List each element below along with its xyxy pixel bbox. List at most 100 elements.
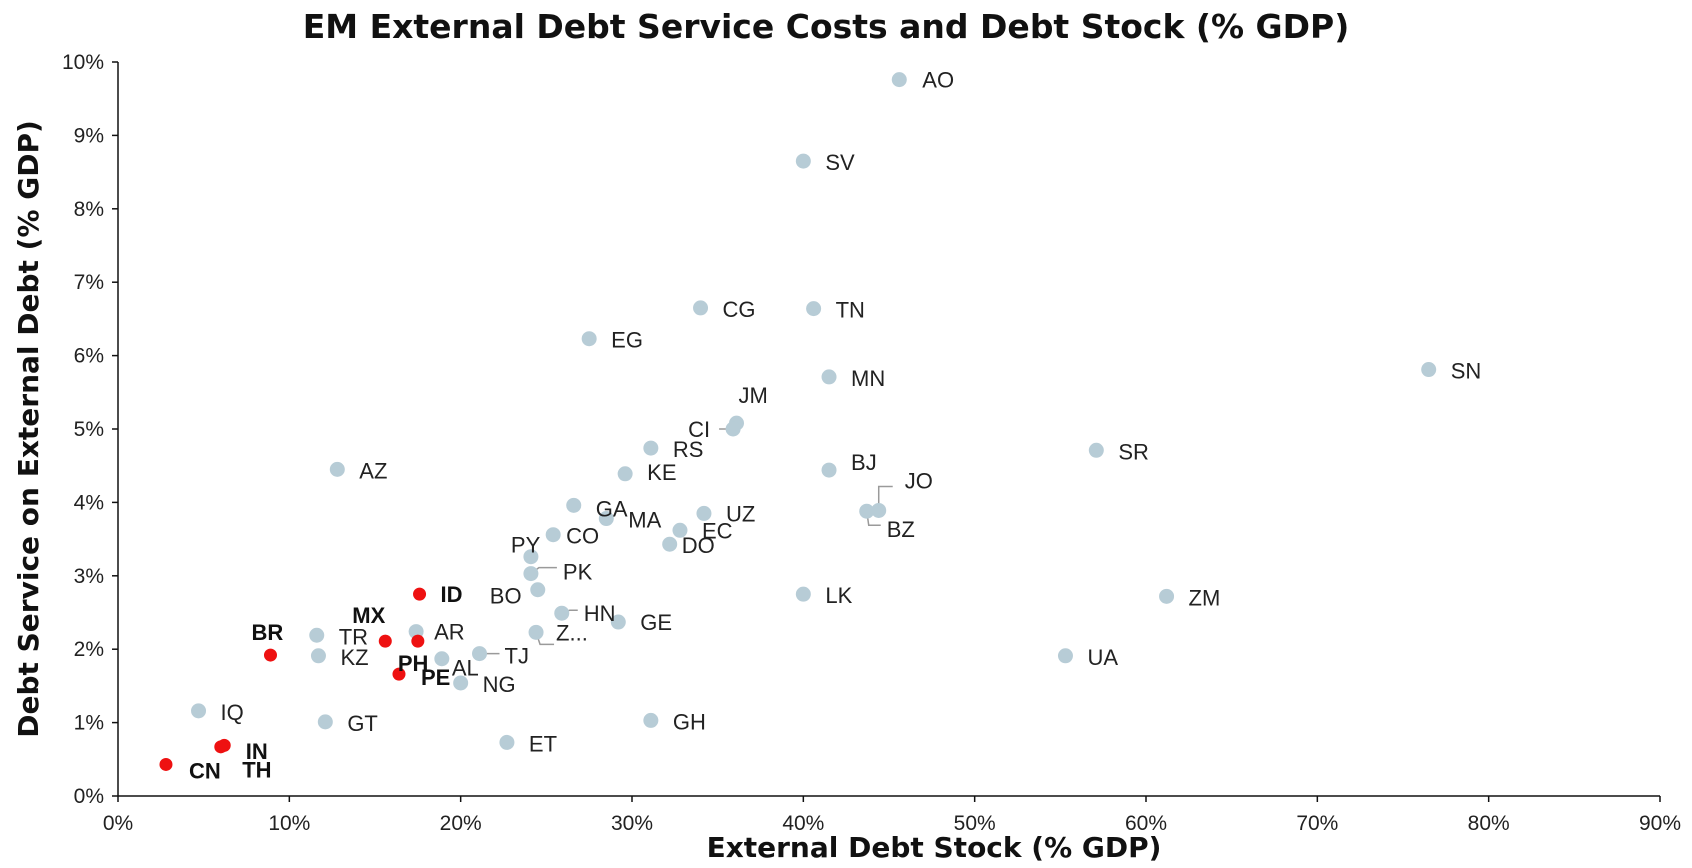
point-gt bbox=[317, 714, 333, 730]
point-label-iq: IQ bbox=[221, 700, 244, 725]
y-tick-label: 1% bbox=[74, 712, 104, 735]
point-label-et: ET bbox=[529, 731, 557, 756]
point-label-gh: GH bbox=[673, 709, 706, 734]
point-cg bbox=[693, 300, 709, 316]
point-bj bbox=[821, 462, 837, 478]
point-eg bbox=[581, 331, 597, 347]
point-ao bbox=[891, 72, 907, 88]
point-uz bbox=[696, 505, 712, 521]
point-label-ao: AO bbox=[922, 68, 954, 93]
point-hn bbox=[554, 605, 570, 621]
point-sn bbox=[1421, 362, 1437, 378]
x-tick-label: 10% bbox=[268, 812, 310, 835]
x-tick-label: 60% bbox=[1125, 812, 1167, 835]
point-label-jm: JM bbox=[739, 383, 768, 408]
point-label-hn: HN bbox=[584, 601, 616, 626]
point-label-ci: CI bbox=[688, 417, 710, 442]
point-label-z: Z... bbox=[556, 620, 588, 645]
x-tick-label: 0% bbox=[103, 812, 133, 835]
point-pk bbox=[523, 566, 539, 582]
point-kz bbox=[310, 648, 326, 664]
point-al bbox=[434, 651, 450, 667]
point-tj bbox=[472, 646, 488, 662]
x-tick-label: 40% bbox=[782, 812, 824, 835]
point-label-ga: GA bbox=[596, 496, 628, 521]
point-label-rs: RS bbox=[673, 437, 704, 462]
point-ng bbox=[453, 675, 469, 691]
point-ga bbox=[566, 497, 582, 513]
x-tick-label: 80% bbox=[1468, 812, 1510, 835]
point-label-in: IN bbox=[246, 739, 268, 764]
point-id bbox=[413, 587, 427, 601]
point-label-tn: TN bbox=[836, 298, 865, 323]
point-label-bo: BO bbox=[490, 584, 522, 609]
point-label-py: PY bbox=[511, 533, 541, 558]
point-label-ng: NG bbox=[483, 672, 516, 697]
point-label-lk: LK bbox=[825, 583, 852, 608]
point-label-tr: TR bbox=[339, 624, 368, 649]
point-label-cg: CG bbox=[723, 297, 756, 322]
x-tick-label: 70% bbox=[1296, 812, 1338, 835]
x-tick-label: 20% bbox=[440, 812, 482, 835]
point-sv bbox=[795, 153, 811, 169]
point-label-pk: PK bbox=[563, 560, 593, 585]
y-tick-label: 0% bbox=[74, 785, 104, 808]
point-label-bj: BJ bbox=[851, 450, 877, 475]
point-label-id: ID bbox=[441, 582, 463, 607]
y-tick-label: 3% bbox=[74, 565, 104, 588]
point-label-kz: KZ bbox=[340, 645, 368, 670]
point-label-cn: CN bbox=[189, 758, 221, 783]
point-tr bbox=[309, 627, 325, 643]
point-rs bbox=[643, 440, 659, 456]
leader-line-jo bbox=[877, 485, 893, 511]
point-label-tj: TJ bbox=[505, 644, 529, 669]
point-label-ma: MA bbox=[628, 508, 661, 533]
point-iq bbox=[191, 703, 207, 719]
point-py bbox=[523, 549, 539, 565]
point-bz bbox=[859, 503, 875, 519]
point-label-zm: ZM bbox=[1189, 585, 1221, 610]
point-label-al: AL bbox=[452, 656, 479, 681]
y-tick-label: 10% bbox=[62, 51, 104, 74]
point-label-ph: PH bbox=[398, 651, 429, 676]
point-pe bbox=[392, 667, 406, 681]
y-tick-label: 4% bbox=[74, 491, 104, 514]
point-label-ua: UA bbox=[1087, 645, 1118, 670]
point-ci bbox=[725, 421, 741, 437]
point-br bbox=[263, 648, 277, 662]
point-co bbox=[545, 527, 561, 543]
y-axis-title: Debt Service on External Debt (% GDP) bbox=[12, 120, 45, 738]
point-in bbox=[214, 740, 228, 754]
x-tick-label: 90% bbox=[1639, 812, 1681, 835]
point-label-sn: SN bbox=[1451, 359, 1482, 384]
data-points bbox=[159, 72, 1437, 771]
chart-title: EM External Debt Service Costs and Debt … bbox=[303, 7, 1350, 46]
point-label-mn: MN bbox=[851, 366, 885, 391]
point-cn bbox=[159, 757, 173, 771]
x-tick-label: 30% bbox=[611, 812, 653, 835]
point-label-mx: MX bbox=[352, 603, 385, 628]
point-label-sv: SV bbox=[825, 150, 855, 175]
point-label-sr: SR bbox=[1118, 439, 1149, 464]
y-tick-label: 9% bbox=[74, 124, 104, 147]
point-mn bbox=[821, 369, 837, 385]
y-tick-label: 7% bbox=[74, 271, 104, 294]
point-az bbox=[329, 461, 345, 477]
axis-ticks: 0% 10% 20% 30% 40% 50% 60% 70% 80% 90% 0% 1% 2% 3% 4% 5… bbox=[62, 51, 1681, 835]
point-label-ar: AR bbox=[434, 620, 465, 645]
point-ua bbox=[1057, 648, 1073, 664]
point-ec bbox=[672, 522, 688, 538]
x-axis-title: External Debt Stock (% GDP) bbox=[707, 831, 1162, 864]
point-label-jo: JO bbox=[905, 468, 933, 493]
x-tick-label: 50% bbox=[954, 812, 996, 835]
point-ge bbox=[610, 614, 626, 630]
point-label-co: CO bbox=[566, 524, 599, 549]
point-label-do: DO bbox=[682, 533, 715, 558]
point-et bbox=[499, 734, 515, 750]
point-label-uz: UZ bbox=[726, 501, 755, 526]
point-label-az: AZ bbox=[359, 458, 387, 483]
point-label-ec: EC bbox=[702, 518, 733, 543]
point-label-gt: GT bbox=[347, 711, 378, 736]
